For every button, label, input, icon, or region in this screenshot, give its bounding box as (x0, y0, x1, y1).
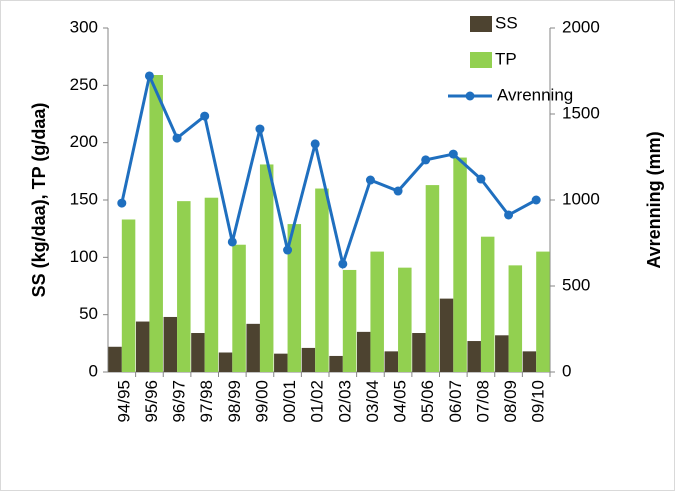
line-point (200, 111, 210, 121)
y-axis-title: SS (kg/daa), TP (g/daa) (29, 103, 49, 298)
bar (218, 352, 233, 372)
line-point (476, 174, 486, 184)
line-point (283, 245, 293, 255)
y-tick-label: 200 (70, 132, 98, 151)
bar (329, 355, 343, 372)
bar (342, 269, 357, 372)
legend-swatch (470, 16, 492, 32)
y2-tick-label: 2000 (562, 17, 600, 36)
bar (246, 323, 260, 372)
bar (508, 265, 523, 372)
x-tick-label: 08/09 (501, 380, 520, 423)
y2-tick-label: 1500 (562, 103, 600, 122)
line-point (393, 186, 403, 196)
x-tick-label: 95/96 (142, 380, 161, 423)
bar (287, 224, 302, 372)
bar (232, 244, 246, 372)
y-tick-label: 0 (89, 361, 98, 380)
bar (453, 157, 467, 372)
x-tick-label: 02/03 (335, 380, 354, 423)
y-tick-label: 300 (70, 17, 98, 36)
bar (204, 197, 219, 372)
line (120, 71, 537, 270)
line-point (365, 175, 375, 185)
y2-axis-title: Avrenning (mm) (644, 131, 664, 268)
y-tick-label: 50 (79, 304, 98, 323)
line-point (144, 71, 154, 81)
bar (536, 251, 550, 372)
legend-swatch (465, 91, 475, 101)
line-point (255, 124, 265, 134)
x-tick-label: 98/99 (225, 380, 244, 423)
x-tick-label: 06/07 (446, 380, 465, 423)
line-point (421, 155, 431, 165)
bar (177, 201, 191, 372)
line-point (504, 210, 514, 220)
bar (149, 75, 163, 372)
x-tick-label: 04/05 (391, 380, 410, 423)
x-tick-label: 01/02 (308, 380, 327, 423)
x-tick-label: 00/01 (280, 380, 299, 423)
bar (108, 346, 122, 372)
bar (495, 335, 509, 372)
bar (425, 185, 440, 372)
x-tick-label: 99/00 (252, 380, 271, 423)
y-tick-label: 150 (70, 189, 98, 208)
bar (163, 316, 178, 372)
legend-label: SS (495, 13, 518, 32)
line-point (310, 139, 320, 149)
bar (370, 251, 384, 372)
legend-label: Avrenning (497, 85, 573, 104)
y-tick-label: 250 (70, 75, 98, 94)
bar (480, 236, 495, 372)
bar (398, 267, 412, 372)
line-point (117, 198, 127, 208)
x-tick-label: 94/95 (114, 380, 133, 423)
y2-tick-label: 500 (562, 275, 590, 294)
x-tick-label: 97/98 (197, 380, 216, 423)
x-tick-label: 96/97 (170, 380, 189, 423)
bar (191, 333, 205, 372)
x-tick-label: 09/10 (529, 380, 548, 423)
bar (315, 188, 329, 372)
y2-tick-label: 0 (562, 361, 571, 380)
bar (467, 341, 481, 372)
y2-tick-label: 1000 (562, 189, 600, 208)
line-point (448, 149, 458, 159)
bar (384, 351, 399, 372)
bar (135, 321, 150, 372)
x-tick-label: 07/08 (473, 380, 492, 423)
line-point (338, 259, 348, 269)
bar (412, 333, 426, 372)
bar (356, 331, 371, 372)
bar (121, 219, 136, 372)
bar (259, 164, 274, 372)
bar (522, 351, 537, 372)
x-tick-label: 05/06 (418, 380, 437, 423)
legend-label: TP (495, 49, 517, 68)
bar (439, 298, 454, 372)
y-tick-label: 100 (70, 247, 98, 266)
line-point (227, 237, 237, 247)
line-point (172, 133, 182, 143)
bar (301, 347, 316, 372)
line-point (531, 195, 541, 205)
bar (274, 353, 288, 372)
legend-swatch (470, 52, 492, 68)
x-tick-label: 03/04 (363, 380, 382, 423)
